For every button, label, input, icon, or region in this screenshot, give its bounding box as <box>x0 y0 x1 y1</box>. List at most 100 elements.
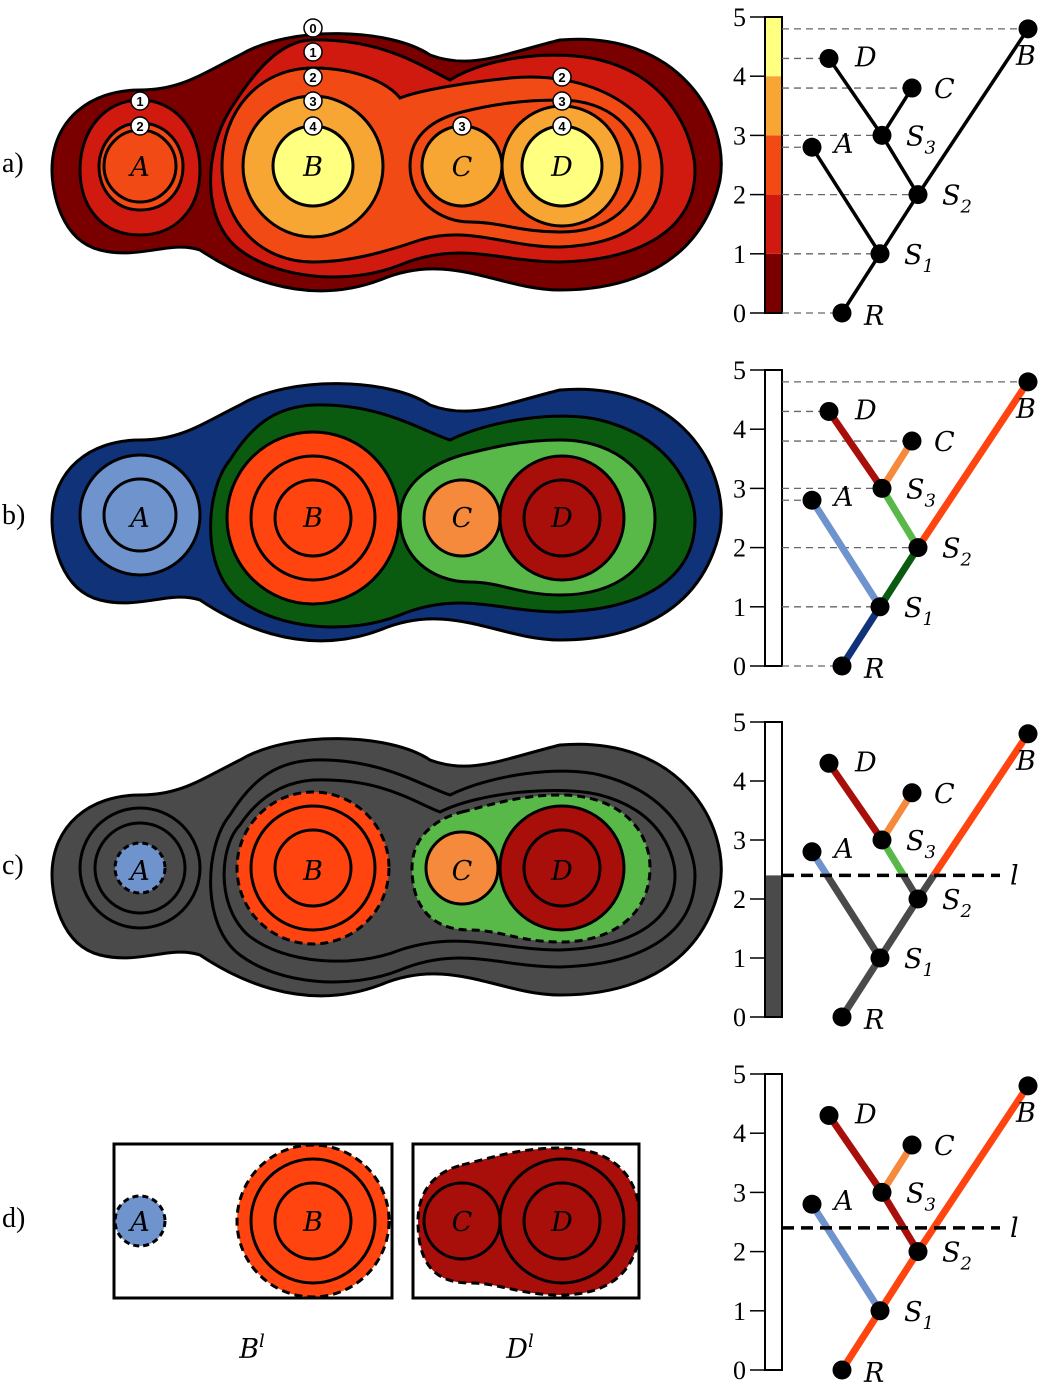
node-label-d: D <box>854 395 877 426</box>
badge-b-4: 4 <box>303 116 323 136</box>
tree-edge <box>877 897 921 960</box>
crop-label-dl: Dl <box>505 1331 534 1365</box>
region-a-inner <box>102 477 178 553</box>
scale-tick-label: 0 <box>733 1003 746 1032</box>
tree-node-s1 <box>870 597 890 617</box>
node-label-r: R <box>863 1358 884 1389</box>
scale-tick-label: 4 <box>733 415 746 444</box>
tree-edge <box>826 761 885 842</box>
svg-text:1: 1 <box>309 45 316 60</box>
region-label-a: A <box>127 503 150 534</box>
scale-tick-label: 1 <box>733 593 746 622</box>
node-label-r: R <box>863 1005 884 1036</box>
scale-segment <box>765 194 782 254</box>
node-label-s1: S1 <box>904 593 934 630</box>
node-label-s2: S2 <box>942 534 972 571</box>
node-label-c: C <box>934 779 955 810</box>
scale-tick-label: 5 <box>733 708 746 737</box>
tree-edge <box>809 1202 883 1313</box>
node-label-d: D <box>854 42 877 73</box>
scale-tick-label: 3 <box>733 1178 746 1207</box>
region-label-d: D <box>550 856 573 887</box>
scale-tick-label: 1 <box>733 944 746 973</box>
tree-node-s3 <box>872 478 892 498</box>
badge-b-0: 0 <box>303 18 323 38</box>
scale-segment <box>765 370 782 666</box>
svg-text:3: 3 <box>309 94 316 109</box>
region-label-d: D <box>550 503 573 534</box>
tree-edge <box>809 498 883 609</box>
tree-node-a <box>802 1194 822 1214</box>
node-label-a: A <box>831 482 854 513</box>
scale-tick-label: 0 <box>733 652 746 681</box>
tree-node-c <box>902 1135 922 1155</box>
contour-ring <box>222 778 677 963</box>
scale-bar-outline <box>764 369 783 667</box>
tree-node-c <box>902 78 922 98</box>
panel-label-c: c) <box>2 850 24 881</box>
scale-tick-label: 4 <box>733 767 746 796</box>
tree-edge <box>880 134 920 196</box>
tree-edge <box>878 193 920 255</box>
value-scale-bar <box>764 16 783 314</box>
region-label-b: B <box>302 856 323 887</box>
scale-segment <box>765 1074 782 1370</box>
scale-tick-label: 2 <box>733 1238 746 1267</box>
region-label-c: C <box>452 1207 473 1238</box>
node-label-a: A <box>831 1186 854 1217</box>
tree-node-b <box>1018 19 1038 39</box>
node-label-c: C <box>934 74 955 105</box>
level-line-label: l <box>1010 860 1019 891</box>
badge-d-3: 3 <box>552 91 572 111</box>
scale-bar-outline <box>764 16 783 314</box>
region-b-inner <box>273 478 353 558</box>
tree-edge <box>840 252 882 314</box>
tree-node-a <box>802 137 822 157</box>
node-label-r: R <box>863 654 884 685</box>
panel-label-d: d) <box>2 1203 25 1234</box>
tree-node-b <box>1018 724 1038 744</box>
scale-tick-label: 2 <box>733 534 746 563</box>
tree-node-r <box>832 1360 852 1380</box>
node-label-s2: S2 <box>942 885 972 922</box>
scale-segment <box>765 135 782 195</box>
scale-tick-label: 2 <box>733 181 746 210</box>
tree-node-a <box>802 842 822 862</box>
badge-c-3: 3 <box>452 116 472 136</box>
region-label-c: C <box>452 856 473 887</box>
node-label-r: R <box>863 301 884 332</box>
badge-b-2: 2 <box>303 67 323 87</box>
tree-node-d <box>819 753 839 773</box>
tree-edge <box>915 379 1031 550</box>
node-label-d: D <box>854 747 877 778</box>
node-label-s3: S3 <box>906 826 936 863</box>
contour-ring <box>78 806 202 930</box>
tree-edge <box>839 1308 883 1372</box>
scale-segment <box>765 17 782 77</box>
tree-edge <box>839 956 883 1019</box>
tree-node-s3 <box>872 1182 892 1202</box>
panel-label-b: b) <box>2 500 25 531</box>
contour-ring <box>93 821 187 915</box>
scale-tick-label: 3 <box>733 474 746 503</box>
region-label-a: A <box>127 1207 150 1238</box>
node-label-a: A <box>831 834 854 865</box>
scale-tick-label: 3 <box>733 121 746 150</box>
tree-edge <box>915 1083 1031 1254</box>
panel-label-a: a) <box>2 148 24 179</box>
svg-text:2: 2 <box>309 70 316 85</box>
scale-tick-label: 5 <box>733 3 746 32</box>
node-label-d: D <box>854 1099 877 1130</box>
region-label-b: B <box>302 152 323 183</box>
node-label-a: A <box>831 129 854 160</box>
svg-text:4: 4 <box>558 119 566 134</box>
tree-node-s2 <box>908 538 928 558</box>
region-c <box>424 830 500 906</box>
tree-node-b <box>1018 1076 1038 1096</box>
tree-edge <box>879 486 921 550</box>
tree-node-r <box>832 303 852 323</box>
node-label-s3: S3 <box>906 474 936 511</box>
tree-node-d <box>819 1105 839 1125</box>
panel-a-contour-map <box>50 32 723 293</box>
